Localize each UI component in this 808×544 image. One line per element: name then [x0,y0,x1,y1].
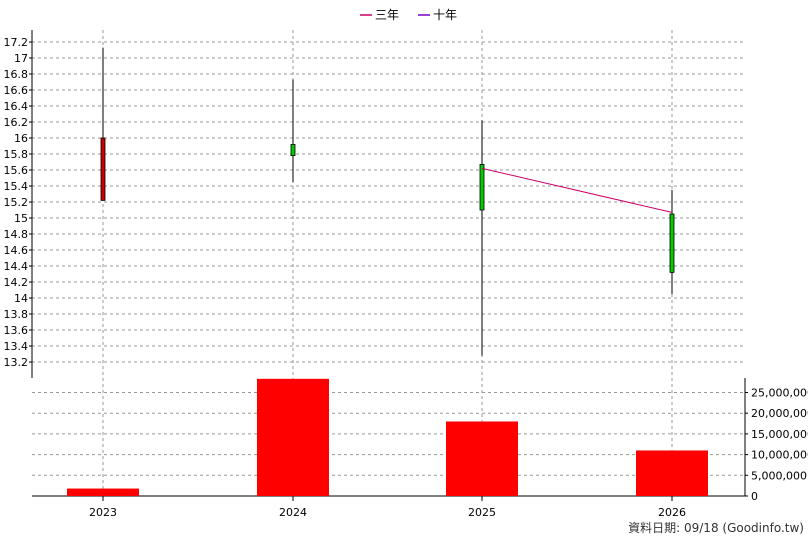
price-tick-label-5: 14.2 [4,276,29,289]
volume-bar-2023 [67,488,139,496]
legend: 三年 十年 [360,8,457,22]
volume-tick-label-0: 0 [751,490,758,503]
price-tick-label-18: 16.8 [4,68,29,81]
candle-body-2023 [100,137,106,201]
grid-lines [32,30,745,496]
price-tick-label-14: 16 [14,132,28,145]
price-axis-ticks: 13.2 13.4 13.6 13.8 14 14.2 14.4 14.6 14.8 15 15.2… [4,36,32,369]
candlesticks [100,47,675,356]
price-tick-label-1: 13.4 [4,340,29,353]
price-tick-label-4: 14 [14,292,28,305]
price-tick-label-11: 15.4 [4,180,29,193]
volume-tick-label-5: 25,000,000 [751,386,808,399]
price-tick-label-9: 15 [14,212,28,225]
volume-tick-label-1: 5,000,000 [751,469,807,482]
price-tick-label-6: 14.4 [4,260,29,273]
axes [31,30,746,497]
price-tick-label-3: 13.8 [4,308,29,321]
price-tick-label-17: 16.6 [4,84,29,97]
line-3yr [481,167,673,213]
volume-bars [67,378,708,496]
legend-label-0: 三年 [375,8,399,22]
data-date-label: 資料日期: 09/18 (Goodinfo.tw) [628,521,804,535]
x-tick-label-2: 2025 [468,506,496,519]
volume-tick-label-3: 15,000,000 [751,428,808,441]
candle-body-2026 [669,213,675,273]
price-tick-label-10: 15.2 [4,196,29,209]
x-tick-label-0: 2023 [89,506,117,519]
price-tick-label-8: 14.8 [4,228,29,241]
volume-axis-ticks: 0 5,000,000 10,000,000 15,000,000 20,000,000… [745,386,808,503]
price-tick-label-13: 15.8 [4,148,29,161]
x-axis-ticks: 2023 2024 2025 2026 [89,496,686,519]
volume-bar-2026 [636,450,708,496]
price-tick-label-20: 17.2 [4,36,29,49]
price-tick-label-0: 13.2 [4,356,29,369]
volume-bar-2024 [257,378,329,496]
price-tick-label-19: 17 [14,52,28,65]
price-tick-label-16: 16.4 [4,100,29,113]
volume-tick-label-4: 20,000,000 [751,407,808,420]
average-lines [481,167,673,213]
price-tick-label-7: 14.6 [4,244,29,257]
x-tick-label-1: 2024 [279,506,307,519]
candle-body-2024 [290,143,296,156]
price-tick-label-15: 16.2 [4,116,29,129]
volume-tick-label-2: 10,000,000 [751,449,808,462]
legend-label-1: 十年 [433,8,457,22]
x-tick-label-3: 2026 [658,506,686,519]
candle-body-2025 [479,163,485,211]
volume-bar-2025 [446,421,518,496]
price-tick-label-12: 15.6 [4,164,29,177]
price-tick-label-2: 13.6 [4,324,29,337]
